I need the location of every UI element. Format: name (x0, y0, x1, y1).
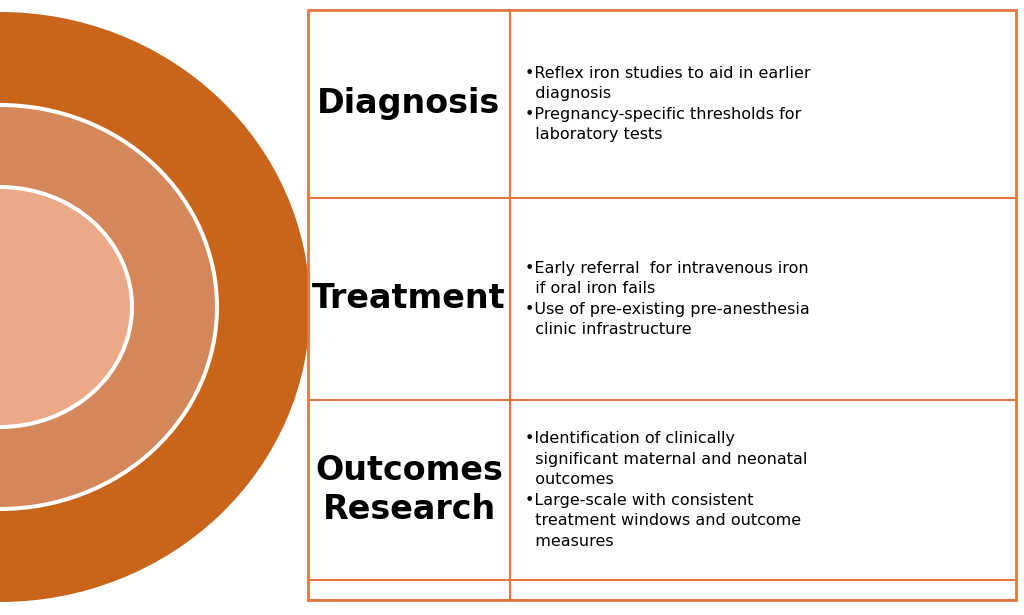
Text: •Identification of clinically
  significant maternal and neonatal
  outcomes
•La: •Identification of clinically significan… (525, 432, 807, 549)
Bar (308, 0, 1024, 615)
Text: Outcomes
Research: Outcomes Research (315, 454, 503, 526)
Text: Diagnosis: Diagnosis (317, 87, 501, 121)
Ellipse shape (0, 103, 219, 511)
Ellipse shape (0, 185, 134, 429)
Text: •Early referral  for intravenous iron
  if oral iron fails
•Use of pre-existing : •Early referral for intravenous iron if … (525, 261, 810, 337)
Text: •Reflex iron studies to aid in earlier
  diagnosis
•Pregnancy-specific threshold: •Reflex iron studies to aid in earlier d… (525, 66, 811, 142)
Ellipse shape (0, 189, 130, 425)
Bar (308, 10, 1016, 600)
Ellipse shape (0, 107, 215, 507)
Ellipse shape (0, 12, 310, 602)
Text: Treatment: Treatment (312, 282, 506, 315)
